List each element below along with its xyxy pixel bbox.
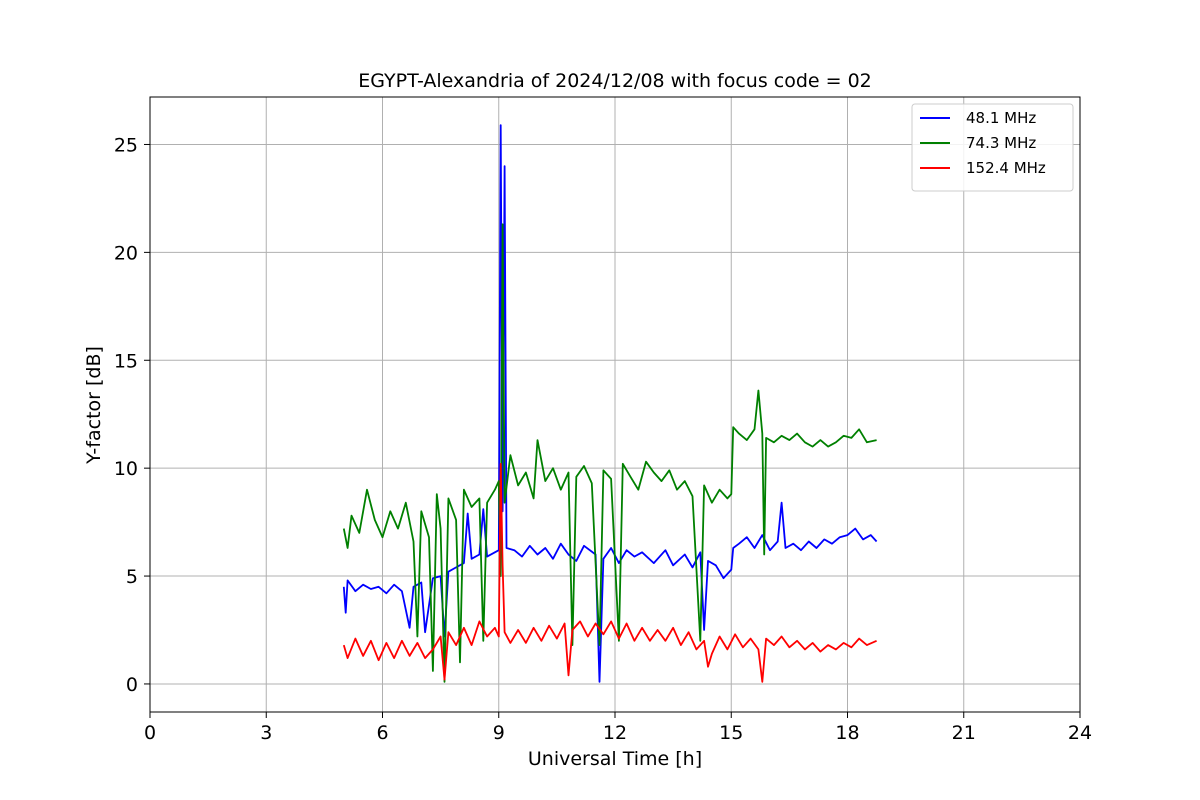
x-tick-label: 0	[144, 722, 156, 744]
y-axis-label: Y-factor [dB]	[83, 346, 105, 465]
x-tick-label: 12	[603, 722, 627, 744]
x-tick-label: 21	[952, 722, 976, 744]
legend-label-2: 152.4 MHz	[966, 159, 1046, 177]
x-tick-label: 6	[376, 722, 388, 744]
series-line-1	[342, 223, 877, 683]
legend-label-1: 74.3 MHz	[966, 134, 1036, 152]
x-axis-label: Universal Time [h]	[528, 748, 702, 770]
legend: 48.1 MHz 74.3 MHz 152.4 MHz	[911, 103, 1074, 192]
y-tick-label: 5	[126, 566, 138, 588]
y-tick-label: 10	[114, 458, 138, 480]
x-tick-label: 18	[835, 722, 859, 744]
chart-title: EGYPT-Alexandria of 2024/12/08 with focu…	[358, 70, 872, 92]
axis-ticks: 0 3 6 9 12 15 18 21 24 0 5 10 15 20 25	[114, 134, 1092, 744]
y-tick-label: 25	[114, 134, 138, 156]
x-tick-label: 9	[493, 722, 505, 744]
x-tick-label: 3	[260, 722, 272, 744]
series-layer	[342, 124, 878, 683]
y-tick-label: 0	[126, 674, 138, 696]
legend-box	[911, 103, 1074, 192]
legend-label-0: 48.1 MHz	[966, 109, 1036, 127]
y-tick-label: 20	[114, 242, 138, 264]
series-line-2	[342, 462, 877, 683]
y-tick-label: 15	[114, 350, 138, 372]
x-tick-label: 15	[719, 722, 743, 744]
series-line-0	[342, 124, 878, 683]
x-tick-label: 24	[1068, 722, 1092, 744]
